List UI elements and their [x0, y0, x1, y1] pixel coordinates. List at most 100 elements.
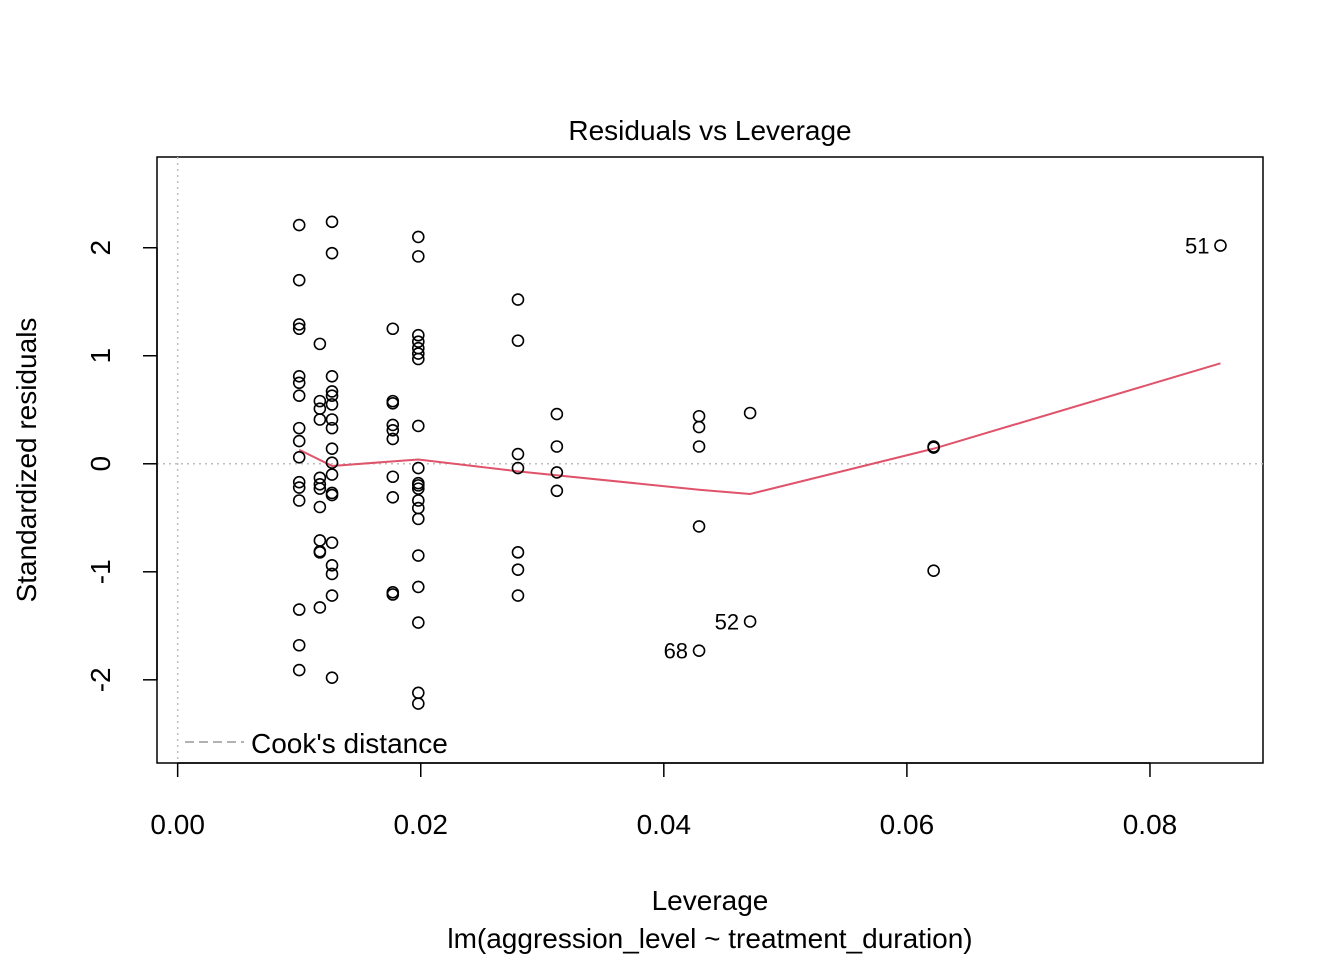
data-point — [412, 549, 425, 562]
data-point — [325, 468, 339, 481]
data-point — [386, 432, 400, 446]
data-point — [292, 318, 306, 331]
data-point — [412, 494, 425, 507]
data-point — [386, 396, 400, 410]
data-point — [313, 402, 327, 415]
data-point — [412, 347, 425, 360]
y-tick-label: -1 — [85, 559, 116, 584]
points-group — [292, 215, 1227, 710]
data-point — [313, 413, 327, 426]
data-point — [412, 697, 425, 710]
reference-lines — [157, 157, 1263, 763]
data-point — [927, 441, 940, 454]
data-point — [292, 389, 306, 403]
data-point — [412, 482, 425, 495]
data-point — [412, 686, 425, 700]
data-point — [412, 352, 425, 366]
chart-title: Residuals vs Leverage — [568, 115, 851, 146]
data-point — [292, 475, 306, 489]
data-point — [325, 246, 339, 260]
data-point — [550, 407, 564, 421]
data-point — [325, 442, 339, 455]
data-point — [692, 520, 706, 533]
data-point — [313, 601, 327, 614]
x-tick-label: 0.02 — [393, 809, 448, 840]
data-point — [386, 322, 400, 336]
data-point — [386, 588, 400, 601]
data-point — [292, 603, 306, 616]
y-tick-label: 1 — [85, 348, 116, 364]
data-point — [412, 250, 425, 263]
data-point — [292, 218, 306, 232]
data-point — [313, 546, 327, 559]
data-point — [292, 369, 306, 383]
y-axis-label: Standardized residuals — [11, 318, 42, 603]
data-point — [325, 413, 339, 426]
data-point — [412, 616, 425, 629]
data-point — [325, 385, 339, 398]
data-point — [292, 376, 306, 390]
data-point — [313, 478, 327, 491]
data-point — [292, 421, 306, 435]
data-point — [550, 440, 564, 453]
data-point — [412, 335, 425, 349]
data-point — [550, 484, 564, 498]
data-point — [386, 423, 400, 437]
data-point — [292, 663, 306, 677]
x-axis: 0.00 0.02 0.04 0.06 0.08 — [150, 762, 1177, 840]
point-label: 52 — [715, 609, 739, 634]
data-point — [412, 461, 425, 475]
data-point — [412, 580, 425, 594]
data-point — [313, 500, 327, 514]
data-point — [325, 456, 339, 470]
point-label: 68 — [664, 639, 688, 664]
data-point — [292, 638, 306, 652]
data-point — [325, 389, 339, 403]
data-point — [511, 461, 525, 475]
data-point — [412, 230, 425, 244]
data-point — [292, 434, 306, 448]
data-point — [313, 394, 327, 408]
data-point — [412, 419, 425, 433]
data-point — [511, 293, 525, 306]
smoother-group — [298, 362, 1221, 496]
data-point — [325, 421, 339, 435]
smoother-line — [298, 362, 1221, 496]
data-point — [550, 466, 564, 479]
data-point — [292, 273, 306, 287]
data-point — [292, 450, 306, 464]
data-point — [511, 447, 525, 461]
x-axis-label: Leverage — [652, 885, 769, 916]
data-point — [692, 420, 706, 434]
data-point — [511, 563, 525, 576]
data-point — [325, 567, 339, 581]
y-tick-label: 0 — [85, 456, 116, 472]
data-point — [313, 534, 327, 547]
data-point — [412, 512, 425, 526]
data-point — [325, 215, 339, 229]
y-tick-label: 2 — [85, 240, 116, 256]
data-point — [325, 671, 339, 684]
data-point — [1214, 239, 1227, 252]
data-point — [325, 488, 339, 502]
data-point — [325, 398, 339, 411]
data-point — [386, 470, 400, 484]
data-point — [386, 490, 400, 504]
data-point — [292, 322, 306, 336]
x-tick-label: 0.04 — [637, 809, 692, 840]
data-point — [743, 406, 757, 420]
legend: Cook's distance — [185, 728, 448, 759]
y-axis: -2 -1 0 1 2 — [85, 240, 158, 692]
y-tick-label: -2 — [85, 667, 116, 692]
point-label: 51 — [1185, 234, 1209, 259]
data-point — [692, 644, 706, 657]
data-point — [692, 440, 706, 453]
data-point — [511, 546, 525, 559]
data-point — [313, 471, 327, 485]
data-point — [412, 328, 425, 342]
data-point — [325, 536, 339, 549]
data-point — [692, 409, 706, 423]
data-point — [412, 501, 425, 515]
data-point — [927, 564, 940, 578]
